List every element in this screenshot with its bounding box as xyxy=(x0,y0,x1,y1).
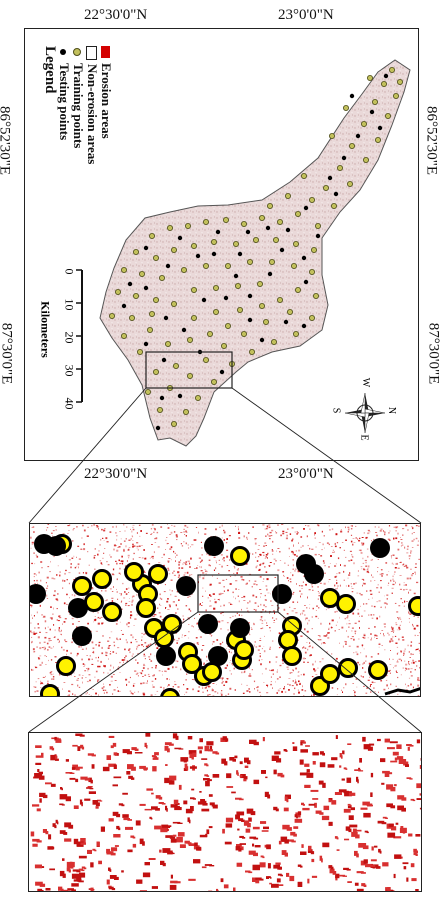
lat-label-bottom-2: 23°0'0"N xyxy=(278,466,334,482)
river-line xyxy=(384,687,420,696)
lat-label-bottom-1: 22°30'0"N xyxy=(84,466,148,482)
zoom-panel-1 xyxy=(29,523,421,697)
legend-label-erosion: Erosion areas xyxy=(99,63,114,139)
erosion-patches xyxy=(30,733,421,891)
zoom-panel-2 xyxy=(28,732,422,892)
erosion-speckle xyxy=(30,524,420,696)
basin-outline xyxy=(99,59,411,447)
non-erosion-swatch-icon xyxy=(85,46,97,60)
scale-unit: Kilometers xyxy=(38,301,53,358)
testing-point-icon xyxy=(60,49,67,55)
zoom-sample-points xyxy=(30,534,420,696)
scale-tick-10: 10 xyxy=(62,298,77,311)
scale-tick-20: 20 xyxy=(62,331,77,344)
scale-tick-0: 0 xyxy=(62,268,77,275)
scale-tick-30: 30 xyxy=(62,364,77,377)
legend-item-erosion: Erosion areas xyxy=(98,46,114,139)
scale-tick-40: 40 xyxy=(62,397,77,410)
compass-n: N xyxy=(386,406,398,415)
erosion-swatch-icon xyxy=(100,46,110,58)
lat-label-top-2: 23°0'0"N xyxy=(278,7,334,23)
scale-bar: 0 10 20 30 40 Kilometers xyxy=(28,262,88,412)
zoom-extent-box-1 xyxy=(145,351,233,389)
compass-e: E xyxy=(358,434,370,441)
map-panel xyxy=(24,28,419,461)
compass-s: S xyxy=(330,407,342,414)
sample-points xyxy=(109,67,403,431)
lat-label-top-1: 22°30'0"N xyxy=(84,7,148,23)
north-arrow-icon xyxy=(344,392,386,434)
compass-w: W xyxy=(360,377,372,388)
legend: Legend Testing points Training points No… xyxy=(42,46,114,216)
training-point-icon xyxy=(73,48,82,56)
